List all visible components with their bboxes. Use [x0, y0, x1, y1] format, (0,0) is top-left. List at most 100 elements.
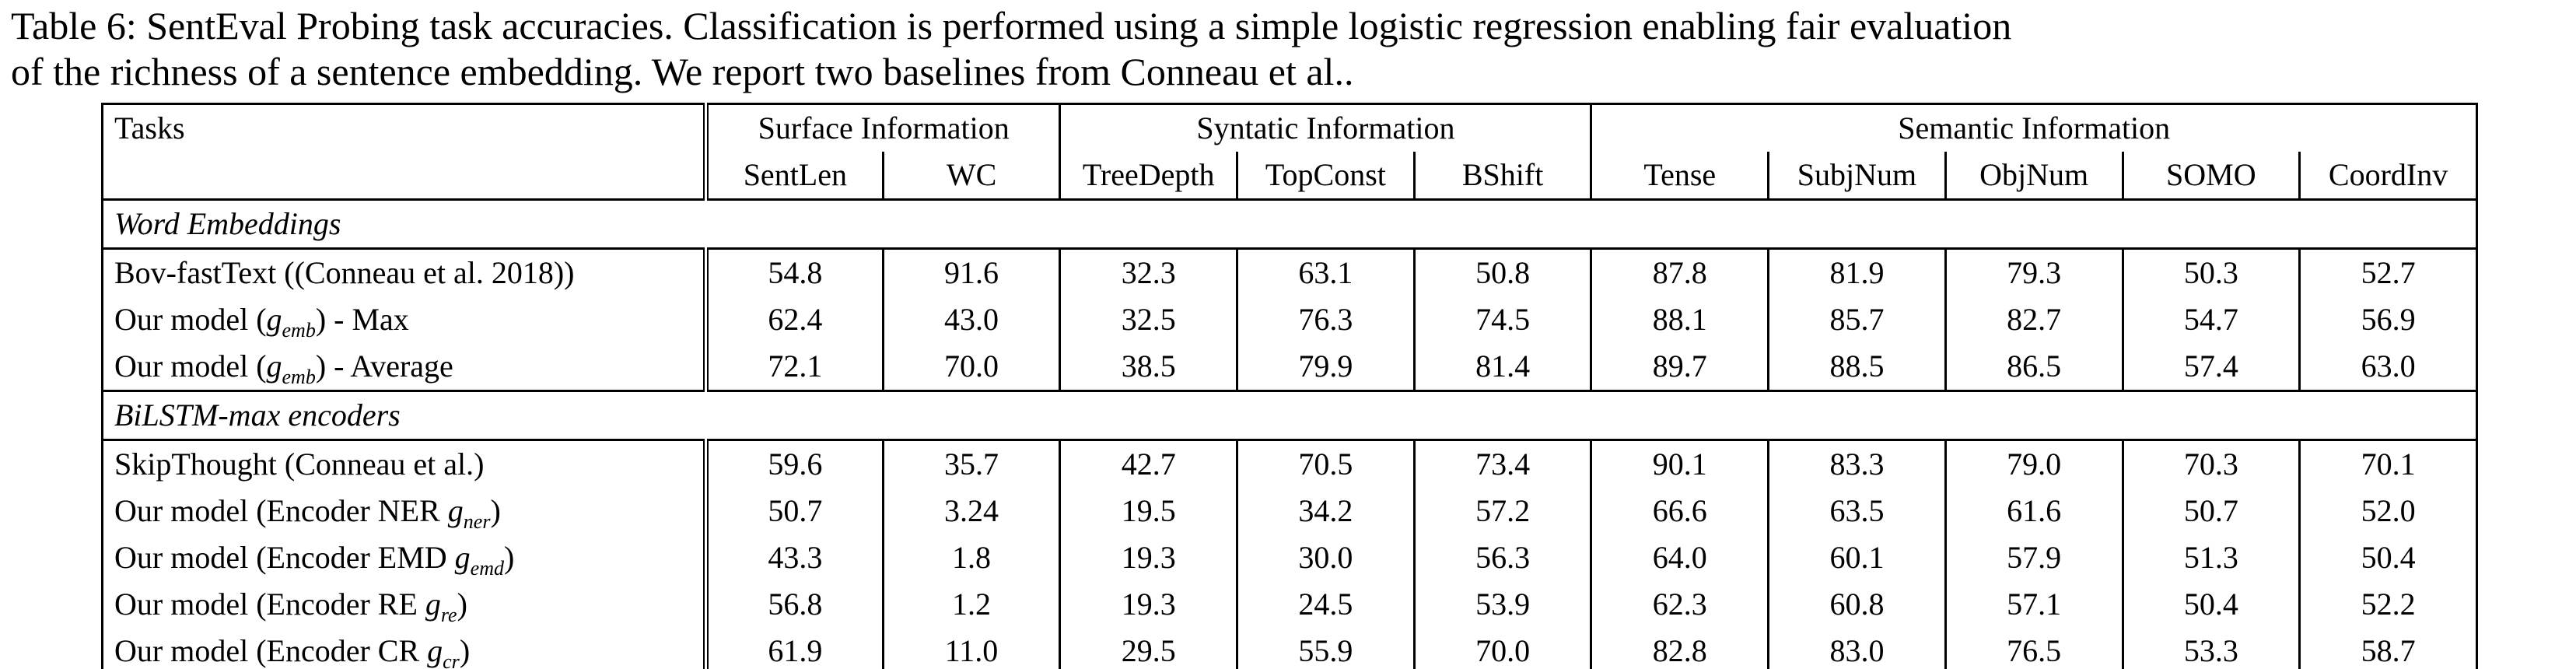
row-label: Our model (Encoder RE gre)	[102, 581, 709, 628]
value-cell: 62.3	[1590, 581, 1769, 628]
value-cell: 24.5	[1236, 581, 1415, 628]
group-header-row: Tasks Surface Information Syntatic Informa…	[102, 103, 2477, 201]
value-cell: 70.1	[2298, 440, 2477, 488]
value-cell: 81.4	[1412, 343, 1591, 391]
value-cell: 34.2	[1236, 488, 1415, 534]
column-header: WC	[881, 152, 1060, 201]
column-header-row: SentLen WC TreeDepth TopConst BShift Tense Sub…	[103, 152, 2477, 201]
table-caption: Table 6: SentEval Probing task accuracie…	[11, 3, 2565, 95]
value-cell: 52.0	[2298, 488, 2477, 534]
label-text: SkipThought (Conneau et al.)	[114, 447, 485, 482]
value-cell: 70.0	[1412, 628, 1591, 669]
row-label: SkipThought (Conneau et al.)	[102, 440, 709, 488]
probing-results-table: Tasks Surface Information Syntatic Informa…	[101, 103, 2478, 669]
column-header: Tense	[1590, 152, 1769, 201]
value-cell: 38.5	[1059, 343, 1237, 391]
value-cell: 19.5	[1059, 488, 1237, 534]
value-cell: 61.6	[1944, 488, 2123, 534]
value-cell: 82.7	[1944, 296, 2123, 343]
value-cell: 86.5	[1944, 343, 2123, 391]
column-header: ObjNum	[1944, 152, 2123, 201]
math-variable: g	[454, 540, 471, 575]
value-cell: 1.2	[881, 581, 1060, 628]
row-label: Our model (gemb) - Max	[102, 296, 709, 343]
value-cell: 70.5	[1236, 440, 1415, 488]
section-title: Word Embeddings	[102, 198, 2477, 250]
label-text: )	[459, 633, 471, 668]
table-header: Tasks Surface Information Syntatic Informa…	[102, 103, 2477, 201]
value-cell: 50.3	[2121, 248, 2300, 296]
value-cell: 63.1	[1236, 248, 1415, 296]
value-cell: 72.1	[705, 343, 884, 391]
label-text: )	[490, 493, 501, 528]
value-cell: 56.9	[2298, 296, 2477, 343]
value-cell: 82.8	[1590, 628, 1769, 669]
value-cell: 50.7	[705, 488, 884, 534]
math-subscript: emb	[282, 366, 316, 388]
value-cell: 32.3	[1059, 248, 1237, 296]
value-cell: 57.1	[1944, 581, 2123, 628]
value-cell: 57.2	[1412, 488, 1591, 534]
table-row: Our model (gemb) - Max 62.4 43.0 32.5 76.3 74…	[102, 296, 2477, 343]
section-header-row: Word Embeddings	[102, 198, 2477, 250]
value-cell: 79.9	[1236, 343, 1415, 391]
section-header-row: BiLSTM-max encoders	[102, 390, 2477, 441]
value-cell: 63.5	[1767, 488, 1946, 534]
math-subscript: emb	[282, 319, 316, 342]
value-cell: 70.3	[2121, 440, 2300, 488]
value-cell: 54.7	[2121, 296, 2300, 343]
label-text: ) - Max	[315, 302, 409, 337]
value-cell: 43.3	[705, 534, 884, 581]
math-variable: g	[266, 349, 282, 384]
table-row: Our model (Encoder CR gcr) 61.9 11.0 29.5 55…	[102, 628, 2477, 669]
value-cell: 11.0	[881, 628, 1060, 669]
value-cell: 54.8	[705, 248, 884, 296]
value-cell: 59.6	[705, 440, 884, 488]
math-variable: g	[447, 493, 464, 528]
value-cell: 66.6	[1590, 488, 1769, 534]
value-cell: 70.0	[881, 343, 1060, 391]
value-cell: 19.3	[1059, 534, 1237, 581]
value-cell: 50.7	[2121, 488, 2300, 534]
value-cell: 57.4	[2121, 343, 2300, 391]
label-text: Our model (Encoder CR	[114, 633, 428, 668]
value-cell: 58.7	[2298, 628, 2477, 669]
math-subscript: emd	[470, 557, 504, 580]
table-row: Our model (Encoder RE gre) 56.8 1.2 19.3 24.…	[102, 581, 2477, 628]
label-text: )	[503, 540, 515, 575]
label-text: )	[457, 587, 467, 622]
column-header: CoordInv	[2298, 152, 2477, 201]
value-cell: 79.3	[1944, 248, 2123, 296]
row-label: Bov-fastText ((Conneau et al. 2018))	[102, 248, 709, 296]
value-cell: 53.9	[1412, 581, 1591, 628]
value-cell: 91.6	[881, 248, 1060, 296]
value-cell: 52.2	[2298, 581, 2477, 628]
math-subscript: re	[440, 604, 457, 626]
value-cell: 81.9	[1767, 248, 1946, 296]
value-cell: 89.7	[1590, 343, 1769, 391]
value-cell: 1.8	[881, 534, 1060, 581]
row-label: Our model (Encoder CR gcr)	[102, 628, 709, 669]
math-variable: g	[427, 633, 443, 668]
column-header: BShift	[1412, 152, 1591, 201]
math-subscript: ner	[463, 510, 491, 533]
value-cell: 19.3	[1059, 581, 1237, 628]
label-text: Our model (Encoder NER	[114, 493, 448, 528]
value-cell: 63.0	[2298, 343, 2477, 391]
value-cell: 55.9	[1236, 628, 1415, 669]
value-cell: 62.4	[705, 296, 884, 343]
value-cell: 50.4	[2121, 581, 2300, 628]
value-cell: 85.7	[1767, 296, 1946, 343]
value-cell: 64.0	[1590, 534, 1769, 581]
value-cell: 50.8	[1412, 248, 1591, 296]
value-cell: 53.3	[2121, 628, 2300, 669]
value-cell: 43.0	[881, 296, 1060, 343]
value-cell: 60.1	[1767, 534, 1946, 581]
tasks-column-header: Tasks	[102, 103, 709, 201]
value-cell: 87.8	[1590, 248, 1769, 296]
label-text: Our model (	[114, 302, 267, 337]
group-header: Syntatic Information	[1059, 103, 1591, 152]
label-text: Our model (	[114, 349, 267, 384]
group-header: Semantic Information	[1590, 103, 2477, 152]
